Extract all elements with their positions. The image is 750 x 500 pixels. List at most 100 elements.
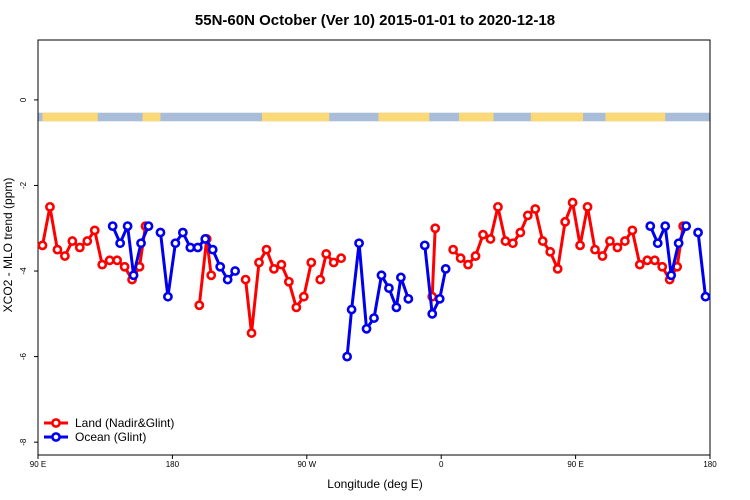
land-band [530,112,584,122]
data-point [200,234,211,244]
land-band [42,112,98,122]
data-point [163,291,173,302]
series-line [423,245,448,316]
legend: Land (Nadir&Glint)Ocean (Glint) [44,416,174,444]
data-point [470,251,481,261]
land-band [142,112,161,122]
data-point [673,238,684,249]
data-point [575,240,585,251]
data-point [448,244,459,255]
data-point [700,291,711,302]
data-point [666,270,677,281]
land-band [459,112,494,122]
data-point [207,244,218,255]
data-point [507,238,518,249]
y-axis-ticks: 0 -2 -4 -6 -8 [19,97,38,446]
data-point [657,261,668,272]
data-point [649,255,660,266]
data-point [59,251,70,261]
data-point [104,255,115,266]
data-point [276,259,287,270]
data-point [612,242,623,253]
data-point [269,263,279,274]
data-point [660,221,671,232]
y-tick-label: -6 [19,352,28,360]
data-point [642,255,653,266]
data-point [652,238,663,249]
data-point [194,300,205,311]
series-ocean [107,221,711,362]
x-tick-label: 180 [166,460,180,469]
data-point [328,257,339,268]
data-point [177,227,188,238]
data-point [515,227,526,238]
data-point [74,242,85,253]
data-point [115,238,126,249]
data-point [478,229,488,240]
data-point [37,240,48,251]
data-point [291,302,302,313]
data-point [298,291,309,302]
land-band [378,112,430,122]
data-point [128,270,139,281]
y-tick-label: -8 [19,438,28,446]
data-point [89,225,100,236]
x-tick-label: 180 [703,460,717,469]
data-point [560,216,571,227]
data-point [434,293,445,304]
data-point [136,238,146,249]
data-point [567,197,578,208]
land-ocean-strip [38,112,710,122]
data-point [493,201,503,212]
data-point [403,293,414,304]
series-line [696,232,707,297]
data-point [376,270,387,281]
data-point [430,223,441,234]
data-point [97,259,108,270]
data-point [261,244,272,255]
data-point [45,201,55,212]
x-axis-ticks: 90 E 180 90 W 0 90 E 180 [30,455,717,469]
x-axis-label: Longitude (deg E) [327,477,422,491]
data-point [545,246,556,257]
data-point [215,261,226,272]
data-point [283,276,294,287]
x-tick-label: 90 W [297,460,316,469]
data-point [82,236,93,246]
data-point [240,274,251,285]
data-point [369,313,379,323]
y-axis-label: XCO2 - MLO trend (ppm) [1,178,15,313]
data-point [52,244,63,255]
data-point [619,236,630,246]
data-point [440,263,451,274]
data-point [395,272,406,283]
data-point [185,242,196,253]
x-tick-label: 0 [439,460,444,469]
data-point [582,201,593,212]
data-point [361,323,372,334]
legend-label: Land (Nadir&Glint) [75,416,174,430]
y-tick-label: -4 [19,267,28,275]
data-point [315,274,326,285]
legend-marker [51,418,61,428]
x-tick-label: 90 E [567,460,583,469]
data-point [681,221,692,232]
data-point [170,238,181,249]
data-point [485,234,496,244]
data-point [391,302,402,313]
land-band [605,112,666,122]
series-line [430,228,437,297]
data-point [254,257,264,268]
data-point [627,225,638,236]
chart-title: 55N-60N October (Ver 10) 2015-01-01 to 2… [195,12,555,29]
plot-area-frame [37,39,711,456]
series-line [345,241,410,357]
data-point [537,236,548,246]
data-point [119,261,130,272]
data-point [336,253,347,264]
data-point [645,221,656,232]
data-point [590,244,600,255]
data-point [522,210,533,221]
data-point [206,270,217,281]
